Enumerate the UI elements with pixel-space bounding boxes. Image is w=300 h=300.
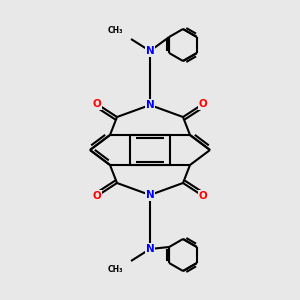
Text: CH₃: CH₃: [107, 26, 123, 35]
Text: O: O: [199, 191, 207, 201]
Text: N: N: [146, 190, 154, 200]
Text: CH₃: CH₃: [107, 265, 123, 274]
Text: N: N: [146, 100, 154, 110]
Text: O: O: [199, 99, 207, 109]
Text: O: O: [93, 99, 101, 109]
Text: N: N: [146, 46, 154, 56]
Text: N: N: [146, 244, 154, 254]
Text: O: O: [93, 191, 101, 201]
